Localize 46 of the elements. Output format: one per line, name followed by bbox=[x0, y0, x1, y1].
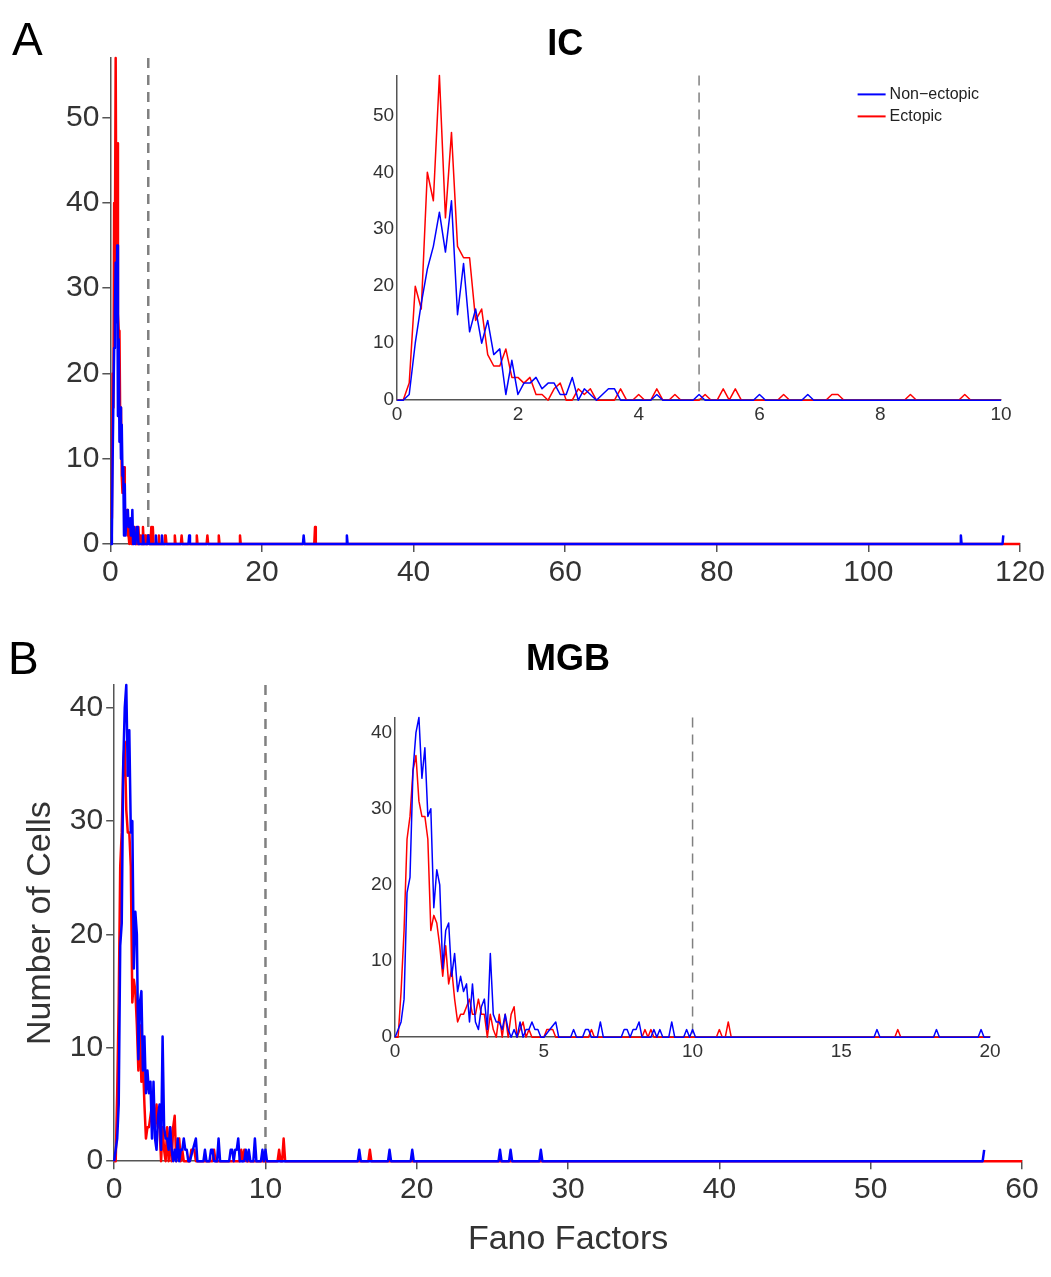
x-tick-label: 8 bbox=[874, 402, 886, 424]
y-tick-label: 10 bbox=[370, 949, 393, 971]
x-tick-label: 40 bbox=[702, 1171, 737, 1205]
y-tick-label: 20 bbox=[370, 873, 393, 895]
x-tick-label: 30 bbox=[551, 1171, 585, 1205]
x-tick-label: 10 bbox=[248, 1171, 283, 1205]
x-tick-label: 6 bbox=[754, 402, 765, 424]
x-tick-label: 120 bbox=[994, 554, 1045, 588]
x-tick-label: 60 bbox=[548, 554, 582, 588]
chart-title: IC bbox=[547, 21, 584, 63]
x-tick-label: 60 bbox=[1005, 1171, 1039, 1205]
chart-title: MGB bbox=[526, 636, 611, 678]
y-tick-label: 40 bbox=[65, 184, 100, 218]
y-tick-label: 10 bbox=[65, 440, 100, 473]
x-tick-label: 50 bbox=[854, 1171, 888, 1205]
y-tick-label: 20 bbox=[372, 274, 395, 296]
legend-label: Ectopic bbox=[889, 106, 943, 124]
x-tick-label: 10 bbox=[990, 402, 1012, 424]
x-tick-label: 20 bbox=[245, 554, 279, 588]
text: A bbox=[12, 12, 43, 65]
x-tick-label: 20 bbox=[979, 1039, 1001, 1061]
x-tick-label: 80 bbox=[700, 554, 734, 588]
y-tick-label: 20 bbox=[69, 915, 104, 949]
y-tick-label: 0 bbox=[82, 525, 100, 559]
x-tick-label: 5 bbox=[538, 1039, 550, 1061]
y-tick-label: 40 bbox=[372, 160, 395, 182]
y-tick-label: 50 bbox=[65, 98, 100, 132]
legend-label: Non−ectopic bbox=[889, 84, 979, 102]
y-tick-label: 20 bbox=[65, 354, 100, 388]
y-tick-label: 10 bbox=[372, 331, 395, 353]
y-tick-label: 30 bbox=[372, 217, 395, 239]
y-tick-label: 30 bbox=[370, 797, 393, 819]
y-tick-label: 0 bbox=[86, 1142, 104, 1176]
y-tick-label: 40 bbox=[69, 688, 104, 722]
y-tick-label: 50 bbox=[372, 103, 395, 125]
y-axis-title: Number of Cells bbox=[18, 801, 57, 1045]
text: B bbox=[8, 631, 39, 684]
y-tick-label: 30 bbox=[69, 802, 104, 836]
x-tick-label: 100 bbox=[843, 554, 894, 588]
x-tick-label: 15 bbox=[830, 1039, 852, 1061]
y-tick-label: 40 bbox=[370, 720, 393, 742]
y-tick-label: 30 bbox=[65, 269, 100, 303]
x-tick-label: 4 bbox=[633, 402, 645, 424]
x-tick-label: 10 bbox=[682, 1039, 704, 1061]
x-tick-label: 2 bbox=[512, 402, 524, 424]
x-axis-title: Fano Factors bbox=[467, 1217, 669, 1256]
